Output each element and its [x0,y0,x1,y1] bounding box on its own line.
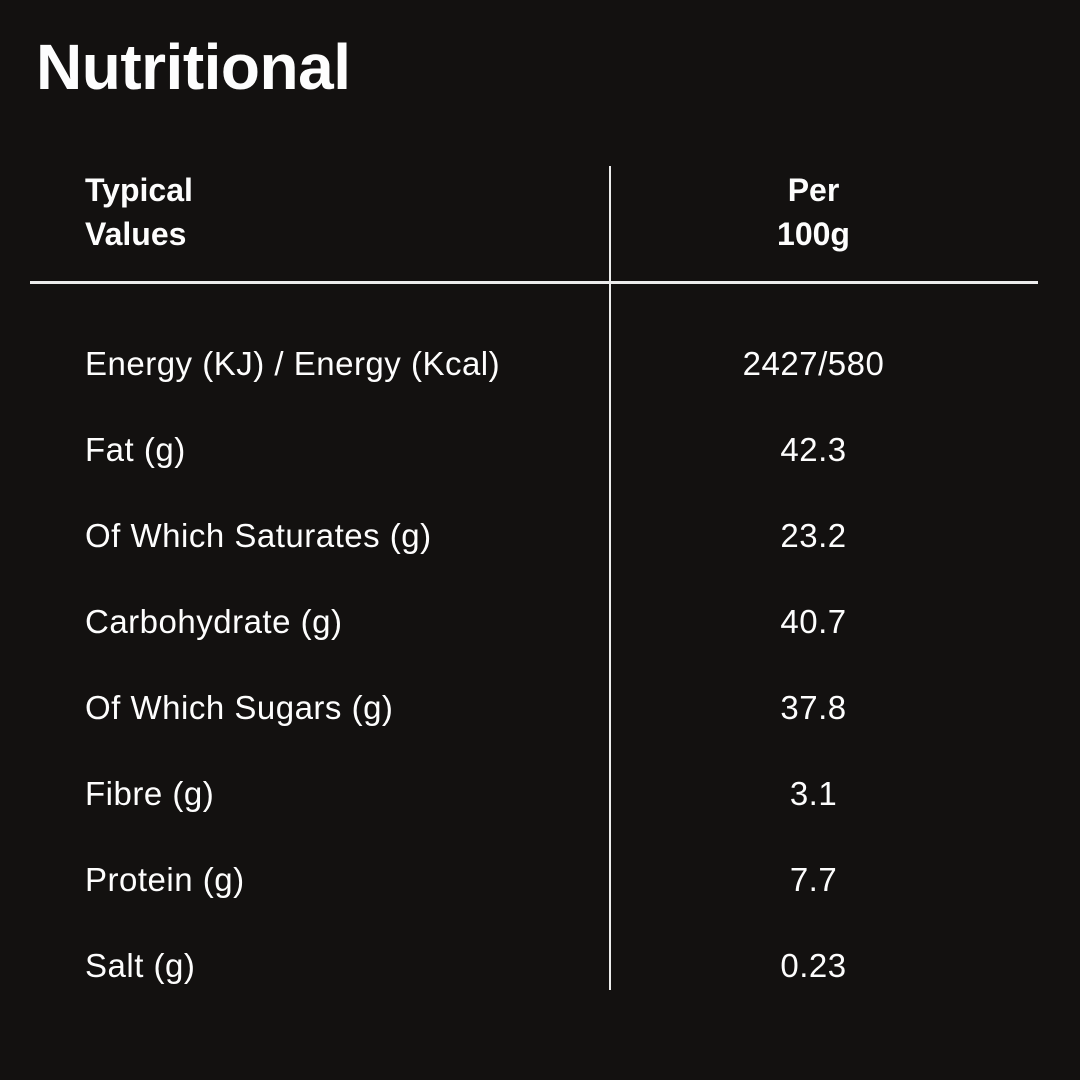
row-value: 37.8 [780,689,847,726]
table-row-sugars: Of Which Sugars (g) 37.8 [30,665,1038,751]
row-value: 42.3 [780,431,847,468]
table-row-energy: Energy (KJ) / Energy (Kcal) 2427/580 [30,321,1038,407]
row-value: 3.1 [789,775,838,812]
nutrition-table: Typical Values Per 100g Energy (KJ) / En… [30,160,1038,1020]
row-label: Salt (g) [85,947,196,984]
table-row-salt: Salt (g) 0.23 [30,923,1038,1009]
header-per-line1: Per [787,172,840,208]
table-row-saturates: Of Which Saturates (g) 23.2 [30,493,1038,579]
row-label: Carbohydrate (g) [85,603,343,640]
header-typical-values: Typical Values [30,168,609,256]
header-per-100g: Per 100g [609,168,1038,256]
header-typical-line2: Values [85,216,187,252]
row-label: Fibre (g) [85,775,215,812]
table-header-row: Typical Values Per 100g [30,168,1038,256]
row-label: Fat (g) [85,431,186,468]
header-typical-line1: Typical [85,172,193,208]
row-value: 23.2 [780,517,847,554]
table-row-fat: Fat (g) 42.3 [30,407,1038,493]
row-label: Energy (KJ) / Energy (Kcal) [85,345,501,382]
row-label: Protein (g) [85,861,245,898]
row-value: 7.7 [789,861,838,898]
page-title: Nutritional [36,31,351,103]
row-value: 2427/580 [742,345,885,382]
column-divider-line [609,166,611,990]
table-body: Energy (KJ) / Energy (Kcal) 2427/580 Fat… [30,321,1038,1009]
header-per-line2: 100g [777,216,850,252]
table-row-fibre: Fibre (g) 3.1 [30,751,1038,837]
row-label: Of Which Sugars (g) [85,689,394,726]
table-row-carbohydrate: Carbohydrate (g) 40.7 [30,579,1038,665]
row-label: Of Which Saturates (g) [85,517,432,554]
header-divider-line [30,281,1038,284]
table-row-protein: Protein (g) 7.7 [30,837,1038,923]
row-value: 0.23 [780,947,847,984]
row-value: 40.7 [780,603,847,640]
